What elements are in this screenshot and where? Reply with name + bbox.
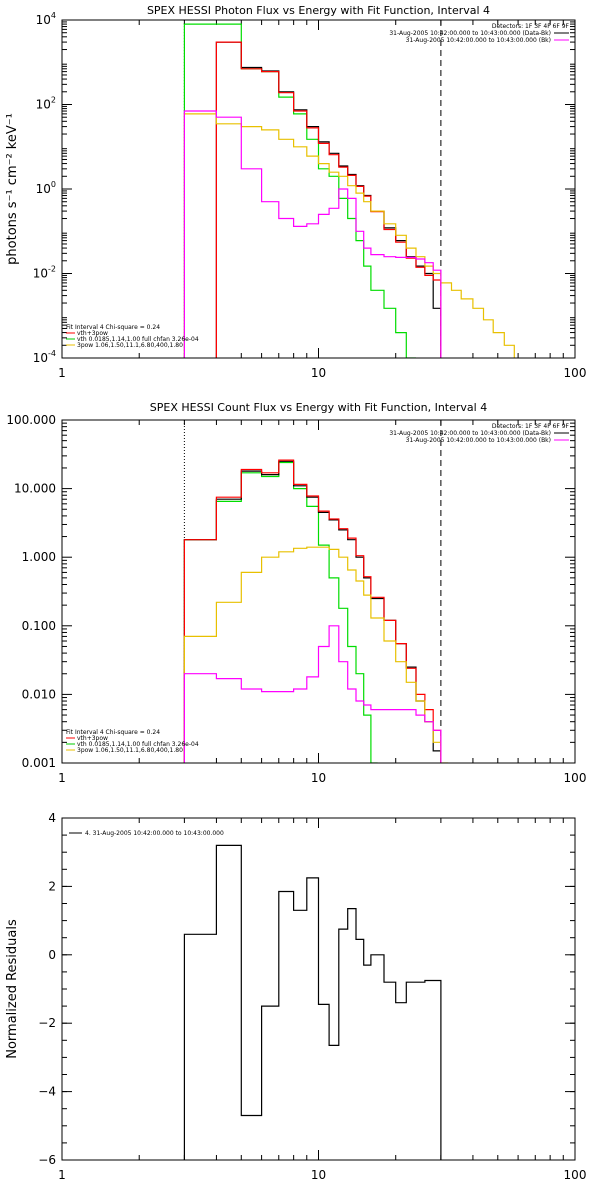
y-tick-label: 1.000 [22,550,56,564]
y-tick-exponent: -4 [48,349,56,358]
x-tick-label: 10 [311,366,326,380]
legend-header: Fit Interval 4 Chi-square = 0.24 [66,324,160,331]
legend-entry: vth 0.0185,1.14,1.00 full chfan 3.26e-04 [77,741,199,748]
series-step-line [183,23,416,358]
x-tick-label: 10 [311,1168,326,1182]
y-tick-label: −6 [38,1153,56,1167]
y-tick-label: 0.010 [22,687,56,701]
x-tick-label: 1 [58,1168,66,1182]
y-tick-label: −4 [38,1085,56,1099]
legend-entry: vth+3pow [77,735,108,742]
x-tick-label: 1 [58,771,66,785]
y-tick-label: 10-2 [33,265,56,281]
legend-entry: 4. 31-Aug-2005 10:42:00.000 to 10:43:00.… [85,830,224,837]
legend-entry: vth+3pow [77,330,108,337]
y-tick-base: 10 [33,267,48,281]
panel-3: 1 10 100 −6 −4 −2 0 2 4 Normalized Residuals 4. 31… [5,811,586,1182]
y-tick-exponent: -2 [48,265,56,274]
series-step-line [183,110,442,358]
legend-entry: 3pow 1.06,1.50,11.1,6.80,400,1.80 [77,342,183,349]
y-tick-label: 4 [48,811,56,825]
series-group [183,23,515,358]
legend-entry: 31-Aug-2005 10:42:00.000 to 10:43:00.000… [406,37,551,44]
series-step-line [183,844,442,1160]
y-tick-label: 10-4 [33,349,56,365]
y-tick-base: 10 [36,182,51,196]
plot-frame [61,817,576,1161]
panel-1: SPEX HESSI Photon Flux vs Energy with Fi… [5,4,586,380]
legend-entry: 31-Aug-2005 10:42:00.000 to 10:43:00.000… [389,30,551,37]
x-tick-label: 100 [564,366,587,380]
series-group [183,844,442,1160]
legend-entry: 3pow 1.06,1.50,11.1,6.80,400,1.80 [77,747,183,754]
y-axis-label: photons s⁻¹ cm⁻² keV⁻¹ [5,113,20,265]
y-tick-exponent: 2 [51,96,56,105]
y-tick-base: 10 [33,351,48,365]
y-tick-base: 10 [36,13,51,27]
plot-frame [61,19,576,359]
series-step-line [183,625,442,763]
x-tick-label: 100 [564,771,587,785]
series-step-line [215,41,442,358]
series-step-line [183,459,442,763]
legend-header: Fit Interval 4 Chi-square = 0.24 [66,729,160,736]
y-tick-label: 10.000 [14,482,56,496]
x-tick-label: 1 [58,366,66,380]
y-tick-label: −2 [38,1016,56,1030]
y-tick-exponent: 0 [51,180,56,189]
chart-title: SPEX HESSI Count Flux vs Energy with Fit… [150,401,487,414]
y-axis-label: Normalized Residuals [5,919,20,1059]
panel-2: SPEX HESSI Count Flux vs Energy with Fit… [6,401,586,785]
series-step-line [215,41,442,358]
y-tick-label: 100 [36,180,56,196]
chart-title: SPEX HESSI Photon Flux vs Energy with Fi… [147,4,490,17]
x-tick-label: 100 [564,1168,587,1182]
y-tick-label: 0 [48,948,56,962]
y-tick-label: 0.100 [22,619,56,633]
legend-entry: Detectors: 1F 3F 4F 6F 9F [492,23,570,30]
y-tick-label: 2 [48,879,56,893]
series-step-line [183,113,515,358]
x-tick-label: 10 [311,771,326,785]
y-tick-base: 10 [36,98,51,112]
y-tick-label: 0.001 [22,756,56,770]
series-step-line [183,461,378,763]
y-tick-exponent: 4 [51,11,56,20]
series-group [183,459,449,763]
legend-entry: 31-Aug-2005 10:42:00.000 to 10:43:00.000… [389,430,551,437]
plot-frame [61,419,576,764]
series-step-line [183,546,449,763]
y-tick-label: 100.000 [6,413,56,427]
legend-entry: 31-Aug-2005 10:42:00.000 to 10:43:00.000… [406,437,551,444]
y-tick-label: 104 [36,11,56,27]
legend-entry: vth 0.0185,1.14,1.00 full chfan 3.26e-04 [77,336,199,343]
legend-entry: Detectors: 1F 3F 4F 6F 9F [492,423,570,430]
y-tick-label: 102 [36,96,56,112]
